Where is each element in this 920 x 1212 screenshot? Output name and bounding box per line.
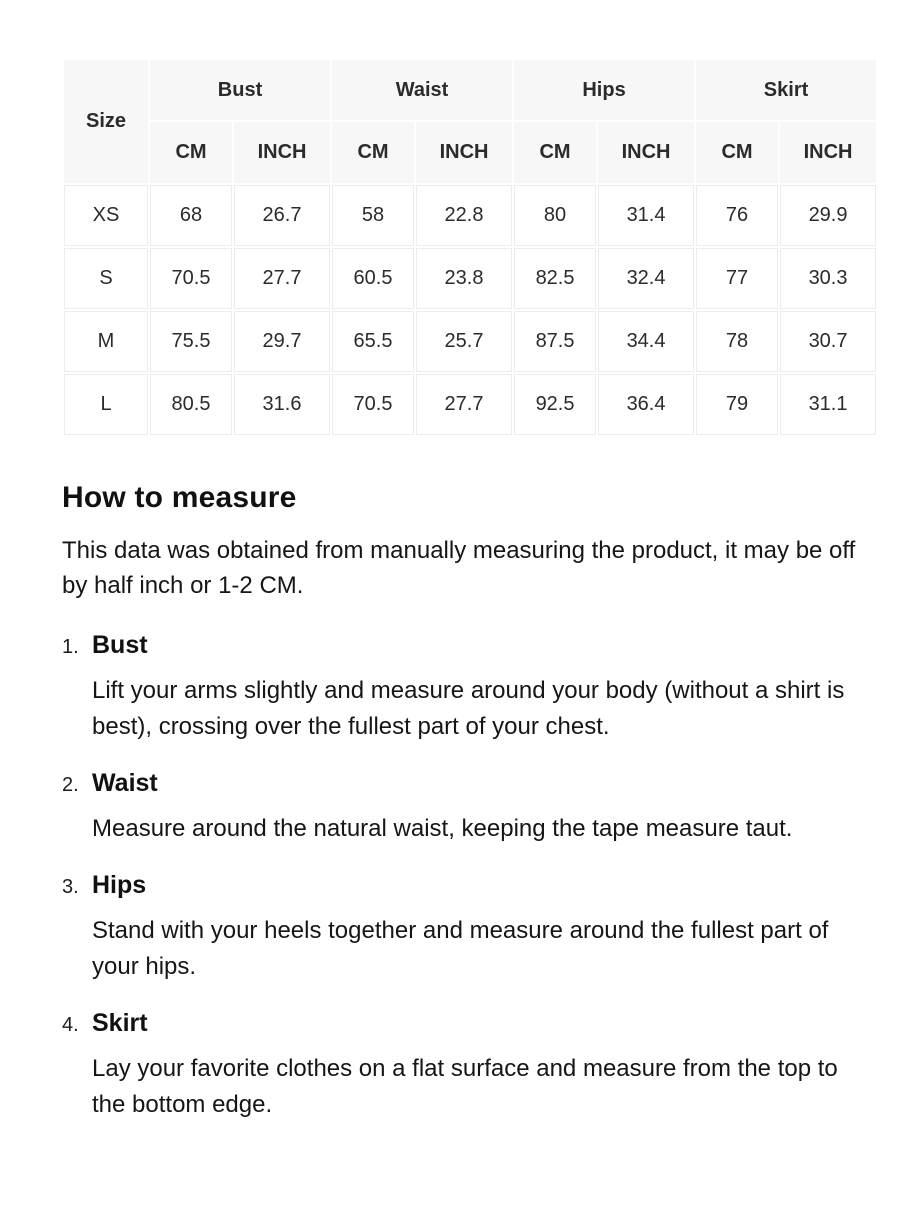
value-cell: 32.4: [598, 248, 695, 309]
measure-instructions-list: 1. Bust Lift your arms slightly and meas…: [62, 631, 858, 1147]
unit-header-hips-cm: CM: [514, 122, 597, 183]
value-cell: 23.8: [416, 248, 513, 309]
list-item-description: Stand with your heels together and measu…: [92, 917, 829, 980]
list-marker: 3.: [62, 876, 79, 898]
table-row-m: M 75.5 29.7 65.5 25.7 87.5 34.4 78 30.7: [64, 311, 877, 372]
unit-header-hips-inch: INCH: [598, 122, 695, 183]
value-cell: 79: [696, 374, 779, 435]
table-header-group-row: Size Bust Waist Hips Skirt: [64, 60, 877, 183]
how-to-measure-heading: How to measure: [62, 481, 297, 514]
unit-header-waist-cm: CM: [332, 122, 415, 183]
list-item-description: Lift your arms slightly and measure arou…: [92, 677, 845, 740]
column-header-skirt: Skirt: [696, 60, 877, 120]
column-header-bust: Bust: [150, 60, 331, 120]
value-cell: 30.3: [780, 248, 877, 309]
value-cell: 80: [514, 185, 597, 246]
value-cell: 22.8: [416, 185, 513, 246]
value-cell: 31.1: [780, 374, 877, 435]
list-item-hips: 3. Hips Stand with your heels together a…: [62, 871, 858, 1009]
value-cell: 27.7: [416, 374, 513, 435]
list-marker: 1.: [62, 636, 79, 658]
column-header-waist: Waist: [332, 60, 513, 120]
list-item-title: Bust: [92, 631, 148, 659]
list-item-content: Waist Measure around the natural waist, …: [92, 769, 858, 871]
list-item-title: Hips: [92, 871, 147, 899]
value-cell: 34.4: [598, 311, 695, 372]
list-item-title: Skirt: [92, 1009, 148, 1037]
value-cell: 29.7: [234, 311, 331, 372]
value-cell: 27.7: [234, 248, 331, 309]
list-marker: 4.: [62, 1014, 79, 1036]
value-cell: 77: [696, 248, 779, 309]
list-item-description: Lay your favorite clothes on a flat surf…: [92, 1055, 838, 1118]
unit-header-skirt-inch: INCH: [780, 122, 877, 183]
list-item-title: Waist: [92, 769, 158, 797]
list-marker: 2.: [62, 774, 79, 796]
list-item-content: Hips Stand with your heels together and …: [92, 871, 858, 1009]
value-cell: 80.5: [150, 374, 232, 435]
unit-header-waist-inch: INCH: [416, 122, 513, 183]
value-cell: 78: [696, 311, 779, 372]
value-cell: 36.4: [598, 374, 695, 435]
value-cell: 31.6: [234, 374, 331, 435]
value-cell: 26.7: [234, 185, 331, 246]
list-item-waist: 2. Waist Measure around the natural wais…: [62, 769, 858, 871]
value-cell: 60.5: [332, 248, 415, 309]
size-cell: XS: [64, 185, 148, 246]
list-item-description: Measure around the natural waist, keepin…: [92, 815, 793, 842]
size-cell: L: [64, 374, 148, 435]
unit-header-bust-cm: CM: [150, 122, 232, 183]
value-cell: 75.5: [150, 311, 232, 372]
value-cell: 65.5: [332, 311, 415, 372]
value-cell: 30.7: [780, 311, 877, 372]
value-cell: 29.9: [780, 185, 877, 246]
table-row-xs: XS 68 26.7 58 22.8 80 31.4 76 29.9: [64, 185, 877, 246]
table-row-l: L 80.5 31.6 70.5 27.7 92.5 36.4 79 31.1: [64, 374, 877, 435]
list-item-content: Bust Lift your arms slightly and measure…: [92, 631, 858, 769]
table-header-unit-row: CM INCH CM INCH CM INCH CM INCH: [64, 122, 877, 183]
list-item-content: Skirt Lay your favorite clothes on a fla…: [92, 1009, 858, 1147]
value-cell: 58: [332, 185, 415, 246]
value-cell: 82.5: [514, 248, 597, 309]
column-header-size: Size: [64, 60, 148, 183]
table-row-s: S 70.5 27.7 60.5 23.8 82.5 32.4 77 30.3: [64, 248, 877, 309]
value-cell: 68: [150, 185, 232, 246]
value-cell: 87.5: [514, 311, 597, 372]
column-header-hips: Hips: [514, 60, 695, 120]
value-cell: 70.5: [150, 248, 232, 309]
size-cell: M: [64, 311, 148, 372]
list-item-skirt: 4. Skirt Lay your favorite clothes on a …: [62, 1009, 858, 1147]
size-cell: S: [64, 248, 148, 309]
size-chart-table: Size Bust Waist Hips Skirt CM INCH CM IN…: [62, 58, 878, 437]
unit-header-bust-inch: INCH: [234, 122, 331, 183]
value-cell: 25.7: [416, 311, 513, 372]
value-cell: 92.5: [514, 374, 597, 435]
value-cell: 31.4: [598, 185, 695, 246]
list-item-bust: 1. Bust Lift your arms slightly and meas…: [62, 631, 858, 769]
value-cell: 70.5: [332, 374, 415, 435]
value-cell: 76: [696, 185, 779, 246]
unit-header-skirt-cm: CM: [696, 122, 779, 183]
measure-intro-text: This data was obtained from manually mea…: [62, 537, 856, 599]
